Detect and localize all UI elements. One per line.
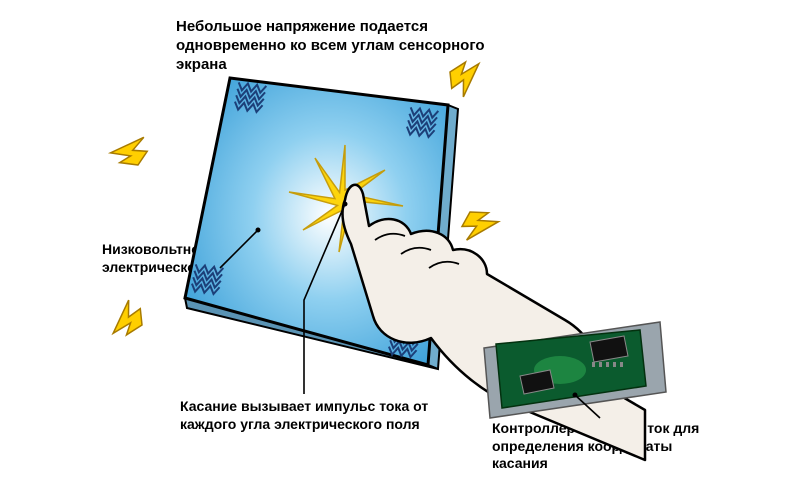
lightning-bolt-icon [445,58,488,100]
lightning-bolt-icon [459,207,500,247]
hand-icon [343,185,645,460]
diagram-root: { "type": "infographic", "canvas": { "w"… [0,0,800,500]
diagram-svg [0,0,800,500]
lightning-bolt-icon [108,128,151,170]
lightning-bolt-icon [104,297,147,339]
